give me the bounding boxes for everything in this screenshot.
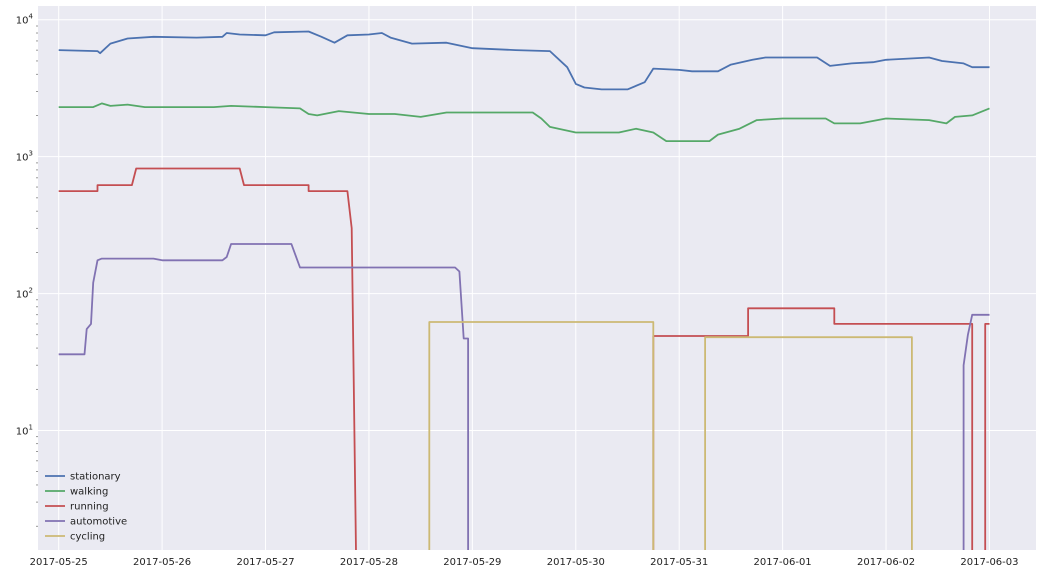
x-tick-label: 2017-05-31 bbox=[650, 557, 708, 568]
x-tick-label: 2017-05-28 bbox=[340, 557, 398, 568]
y-tick-label: 101 bbox=[16, 423, 33, 437]
x-tick-label: 2017-05-30 bbox=[547, 557, 605, 568]
axes-layer: 2017-05-25 2017-05-26 2017-05-27 2017-05-28… bbox=[16, 13, 1019, 568]
y-tick-label: 103 bbox=[16, 150, 33, 164]
x-tick-label: 2017-06-03 bbox=[960, 557, 1018, 568]
legend-label-stationary: stationary bbox=[70, 472, 121, 483]
legend-label-running: running bbox=[70, 502, 109, 513]
x-tick-label: 2017-05-25 bbox=[30, 557, 88, 568]
plot-background bbox=[38, 6, 1036, 550]
series-line-walking bbox=[58, 102, 990, 142]
x-tick-label: 2017-06-01 bbox=[754, 557, 812, 568]
grid-layer bbox=[38, 6, 1036, 550]
x-tick-label: 2017-05-29 bbox=[443, 557, 501, 568]
y-tick-label: 104 bbox=[16, 13, 34, 27]
series-line-cycling bbox=[428, 321, 913, 550]
legend: stationary walking running automotive cyclin… bbox=[45, 472, 127, 543]
legend-label-automotive: automotive bbox=[70, 517, 127, 528]
legend-label-cycling: cycling bbox=[70, 532, 105, 543]
x-tick-label: 2017-06-02 bbox=[857, 557, 915, 568]
series-layer bbox=[58, 30, 990, 550]
x-tick-label: 2017-05-26 bbox=[133, 557, 191, 568]
series-line-automotive bbox=[58, 243, 990, 550]
y-tick-label: 102 bbox=[16, 287, 33, 301]
series-line-running bbox=[58, 167, 990, 550]
legend-label-walking: walking bbox=[70, 487, 108, 498]
x-tick-label: 2017-05-27 bbox=[236, 557, 294, 568]
series-line-stationary bbox=[58, 30, 990, 91]
